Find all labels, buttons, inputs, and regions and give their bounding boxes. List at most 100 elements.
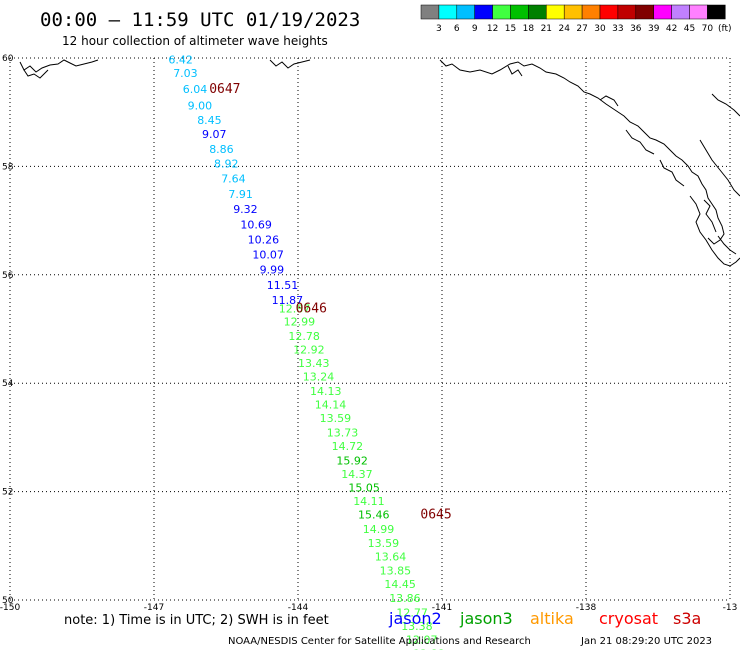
wave-height-point: 6.42: [168, 53, 193, 66]
wave-height-point: 8.86: [209, 143, 234, 156]
wave-height-point: 14.45: [384, 578, 416, 591]
colorbar-swatch: [581, 4, 601, 20]
colorbar-legend: 3 6 9 12 15 18 21 24 27 30 33 36 39 42 45 70 (ft): [420, 4, 732, 34]
wave-height-point: 13.73: [327, 426, 359, 439]
wave-height-point: 14.11: [353, 495, 385, 508]
lat-tick-label: 56: [2, 271, 14, 281]
satellite-name: s3a: [673, 609, 701, 628]
colorbar-label: 39: [648, 24, 660, 34]
wave-height-point: 10.07: [252, 249, 284, 262]
time-labels: 0647064606450644: [209, 82, 452, 523]
wave-height-point: 13.59: [368, 537, 400, 550]
colorbar-swatch: [528, 4, 547, 20]
wave-height-point: 12.87: [279, 303, 311, 316]
wave-height-point: 12.92: [293, 343, 325, 356]
colorbar-label: 24: [558, 24, 570, 34]
lat-tick-label: 54: [2, 379, 14, 389]
wave-height-point: 8.45: [197, 114, 222, 127]
footer-generated: Jan 21 08:29:20 UTC 2023: [580, 636, 712, 647]
wave-height-point: 12.99: [284, 316, 316, 329]
colorbar-swatch: [438, 4, 458, 20]
wave-height-point: 15.05: [348, 482, 380, 495]
wave-height-point: 13.86: [389, 592, 421, 605]
wave-height-point: 11.51: [267, 279, 299, 292]
colorbar-label: 9: [472, 24, 478, 34]
lat-tick-label: 52: [2, 488, 13, 498]
wave-height-point: 10.69: [240, 219, 272, 232]
wave-height-point: 14.13: [310, 385, 342, 398]
colorbar-swatch: [707, 4, 726, 20]
lon-tick-label: -13: [723, 603, 738, 613]
wave-height-point: 9.32: [233, 203, 258, 216]
lat-tick-label: 60: [2, 54, 14, 64]
wave-height-point: 14.14: [315, 399, 347, 412]
colorbar-label: 12: [487, 24, 498, 34]
colorbar-swatch: [456, 4, 475, 20]
wave-height-point: 9.07: [202, 128, 227, 141]
wave-height-point: 14.99: [363, 523, 395, 536]
wave-height-point: 12.07: [406, 633, 438, 646]
colorbar-label: 3: [436, 24, 442, 34]
wave-height-point: 11.87: [272, 294, 304, 307]
wave-height-point: 9.99: [260, 264, 285, 277]
wave-height-point: 10.26: [248, 233, 280, 246]
footer-note: note: 1) Time is in UTC; 2) SWH is in fe…: [64, 613, 329, 628]
satellite-name: altika: [530, 609, 574, 628]
wave-height-point: 13.85: [380, 565, 412, 578]
wave-height-point: 14.37: [341, 468, 373, 481]
colorbar-swatch: [617, 4, 637, 20]
colorbar-label: 36: [630, 24, 642, 34]
wave-height-point: 8.92: [214, 157, 239, 170]
colorbar-swatch: [510, 4, 529, 20]
colorbar-label: 42: [666, 24, 677, 34]
satellite-name: jason2: [388, 609, 442, 628]
colorbar-swatch: [474, 4, 493, 20]
lat-tick-label: 58: [2, 162, 14, 172]
lon-tick-label: -144: [288, 603, 309, 613]
pass-time-label: 0647: [209, 82, 240, 97]
satellite-name: jason3: [459, 609, 513, 628]
colorbar-label: 30: [594, 24, 606, 34]
wave-height-point: 12.78: [288, 330, 320, 343]
colorbar-swatch: [492, 4, 511, 20]
colorbar-label: 15: [505, 24, 516, 34]
wave-height-point: 7.91: [228, 188, 253, 201]
colorbar-swatch: [635, 4, 654, 20]
map-title: 00:00 – 11:59 UTC 01/19/2023: [40, 9, 360, 31]
lon-tick-label: -147: [144, 603, 164, 613]
colorbar-swatch: [671, 4, 690, 20]
lat-tick-label: 50: [2, 596, 14, 606]
wave-height-point: 13.43: [298, 357, 330, 370]
satellite-legend: jason2 jason3 altika cryosat s3a: [388, 609, 701, 628]
wave-height-point: 6.04: [183, 83, 208, 96]
lon-tick-label: -138: [576, 603, 597, 613]
colorbar-label: 21: [541, 24, 552, 34]
wave-height-point: 9.00: [188, 99, 213, 112]
wave-height-point: 13.59: [320, 412, 352, 425]
wave-height-point: 13.38: [401, 620, 433, 633]
colorbar-unit: (ft): [718, 24, 732, 34]
satellite-name: cryosat: [599, 609, 658, 628]
colorbar-swatch: [689, 4, 708, 20]
pass-time-label: 0645: [420, 508, 451, 523]
wave-height-point: 13.24: [303, 370, 335, 383]
wave-height-point: 14.72: [332, 440, 364, 453]
wave-height-point: 7.64: [221, 173, 246, 186]
colorbar-swatch: [563, 4, 583, 20]
colorbar-swatch: [546, 4, 565, 20]
wave-height-point: 7.03: [173, 67, 198, 80]
map-subtitle: 12 hour collection of altimeter wave hei…: [62, 34, 328, 48]
lon-tick-label: -141: [432, 603, 452, 613]
wave-height-point: 15.46: [358, 509, 390, 522]
colorbar-label: 45: [684, 24, 695, 34]
lon-tick-label: -150: [0, 603, 20, 613]
wave-height-point: 13.64: [375, 550, 407, 563]
lat-lon-grid: -150 -147 -144 -141 -138 -13 60 58 56 54 52 50: [0, 54, 737, 613]
colorbar-swatch: [599, 4, 619, 20]
colorbar-label: 70: [702, 24, 714, 34]
wave-height-point: 15.92: [336, 455, 368, 468]
footer-credit: NOAA/NESDIS Center for Satellite Applica…: [228, 636, 531, 647]
colorbar-label: 18: [523, 24, 535, 34]
colorbar-label: 6: [454, 24, 460, 34]
